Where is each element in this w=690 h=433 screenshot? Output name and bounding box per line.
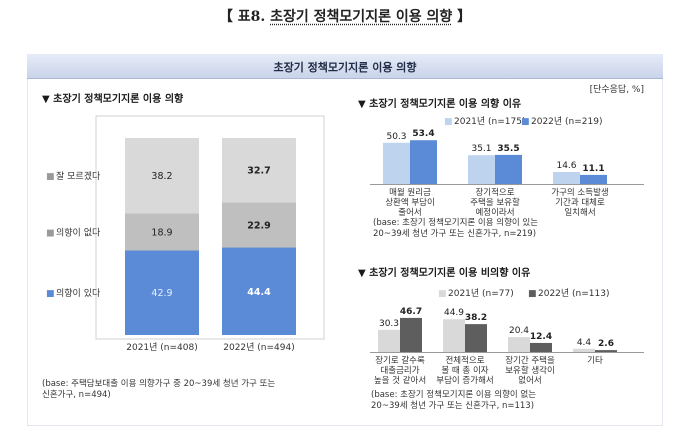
chart3-category-2-line-1: 전체적으로 xyxy=(445,355,484,366)
chart2-value-3-1: 14.6 xyxy=(556,161,576,171)
chart2-bar-2-1 xyxy=(468,155,495,184)
page-title-suffix: 】 xyxy=(452,9,472,25)
chart2-category-2-line-2: 주택을 보유할 xyxy=(470,197,520,208)
chart3-category-1-line-1: 장기로 갈수록 xyxy=(375,355,425,366)
chart1-bar-2-3 xyxy=(222,138,296,203)
chart2-legend-marker-1: ■ xyxy=(444,117,453,127)
chart3-base-note-line1: (base: 초장기 정책모기지론 이용 의향이 없는 xyxy=(371,389,536,400)
chart3-value-3-1: 20.4 xyxy=(509,326,529,336)
chart1-base-note-line1: (base: 주택담보대출 이용 의향가구 중 20~39세 청년 가구 또는 xyxy=(42,378,275,389)
chart1-legend-label-3: 잘 모르겠다 xyxy=(56,170,101,182)
chart1-value-2-3: 32.7 xyxy=(247,166,270,177)
chart2-value-3-2: 11.1 xyxy=(582,164,604,174)
chart3-category-3-line-3: 없어서 xyxy=(518,375,541,386)
chart3-category-4-line-1: 기타 xyxy=(587,356,603,366)
chart1-bar-1-1 xyxy=(125,250,199,335)
chart1-category-1: 2021년 (n=408) xyxy=(126,342,198,353)
chart2-bar-3-2 xyxy=(580,174,607,184)
unit-note: [단수응답, %] xyxy=(590,83,644,95)
chart2-category-3-line-3: 일치해서 xyxy=(564,208,595,218)
chart2-bar-2-2 xyxy=(495,154,522,184)
chart1-value-1-2: 18.9 xyxy=(151,227,172,238)
chart1-legend-marker-1: ■ xyxy=(46,289,55,299)
chart2-title: ▼ 초장기 정책모기지론 이용 의향 이유 xyxy=(358,97,521,110)
page-title-prefix: 【 표8. xyxy=(218,9,271,25)
chart3-bar-1-1 xyxy=(378,329,400,352)
chart3-category-3-line-1: 장기간 주택을 xyxy=(505,355,555,366)
chart2-base-note-line1: (base: 초장기 정책모기지론 이용 의향이 있는 xyxy=(373,217,538,228)
chart3-bar-2-1 xyxy=(443,319,465,352)
chart1-value-2-2: 22.9 xyxy=(247,220,270,231)
chart3-category-2-line-2: 볼 때 총 이자 xyxy=(441,365,488,376)
chart1-category-2: 2022년 (n=494) xyxy=(223,342,295,353)
chart1-title: ▼ 초장기 정책모기지론 이용 의향 xyxy=(42,92,184,105)
chart3-category-3-line-2: 보유할 생각이 xyxy=(505,365,555,376)
chart1-legend-label-2: 의향이 없다 xyxy=(56,226,101,238)
chart1-value-2-1: 44.4 xyxy=(247,287,271,298)
chart1-value-1-1: 42.9 xyxy=(151,288,172,299)
chart1-plot-frame xyxy=(95,115,325,340)
chart1-base-note-line2: 신혼가구, n=494) xyxy=(42,389,111,400)
chart2-bar-1-2 xyxy=(410,140,437,184)
chart2-bar-3-1 xyxy=(553,172,580,184)
chart2-category-1-line-2: 상환액 부담이 xyxy=(385,197,435,208)
chart2-value-2-2: 35.5 xyxy=(497,144,519,154)
chart3-category-1-line-2: 대출금리가 xyxy=(380,365,419,376)
chart2-category-2-line-3: 예정이라서 xyxy=(475,207,514,218)
chart3-bar-4-1 xyxy=(573,348,595,352)
chart3-value-1-1: 30.3 xyxy=(379,319,399,329)
chart3-base-note-line2: 20~39세 청년 가구 또는 신혼가구, n=113) xyxy=(371,400,534,411)
banner-title: 초장기 정책모기지론 이용 의향 xyxy=(273,61,417,74)
chart1-legend-label-1: 의향이 있다 xyxy=(56,287,101,299)
chart2-legend-marker-2: ■ xyxy=(521,117,530,127)
chart1-legend-marker-3: ■ xyxy=(46,172,55,182)
chart2-category-2-line-1: 장기적으로 xyxy=(475,187,514,198)
chart3-bar-3-2 xyxy=(530,342,552,352)
chart3-category-2-line-3: 부담이 증가해서 xyxy=(436,375,493,386)
chart1-bar-2-1 xyxy=(222,247,296,335)
chart2-base-note-line2: 20~39세 청년 가구 또는 신혼가구, n=219) xyxy=(373,228,536,239)
chart3-legend-marker-1: ■ xyxy=(438,289,447,299)
chart3-bar-4-2 xyxy=(595,350,617,352)
chart1-legend-marker-2: ■ xyxy=(46,228,55,238)
chart1-bar-2-2 xyxy=(222,202,296,248)
chart2-category-3-line-2: 기간과 대체로 xyxy=(555,197,605,208)
chart3-legend-label-1: 2021년 (n=77) xyxy=(448,288,514,299)
chart3-title: ▼ 초장기 정책모기지론 이용 비의향 이유 xyxy=(358,266,530,279)
chart2-category-1-line-3: 줄어서 xyxy=(398,207,421,218)
chart3-value-3-2: 12.4 xyxy=(530,332,552,342)
chart3-legend-marker-2: ■ xyxy=(528,289,537,299)
chart3-value-2-2: 38.2 xyxy=(465,313,487,323)
chart2-bar-1-1 xyxy=(383,142,410,184)
page-title: 【 표8. 초장기 정책모기지론 이용 의향 】 xyxy=(0,6,690,26)
chart1-bar-1-2 xyxy=(125,213,199,251)
chart3-value-2-1: 44.9 xyxy=(444,308,464,318)
figure-banner: 초장기 정책모기지론 이용 의향 xyxy=(27,54,663,79)
chart2-legend-label-2: 2022년 (n=219) xyxy=(531,116,603,127)
chart3-bar-1-2 xyxy=(400,317,422,352)
chart3-bar-2-2 xyxy=(465,324,487,352)
chart2-category-1-line-1: 매월 원리금 xyxy=(389,187,431,198)
chart3-value-1-2: 46.7 xyxy=(400,307,422,317)
chart3-value-4-2: 2.6 xyxy=(598,339,614,349)
chart3-category-1-line-3: 높을 것 같아서 xyxy=(374,375,426,386)
page-title-main: 초장기 정책모기지론 이용 의향 xyxy=(270,9,453,25)
chart2-category-3-line-1: 가구의 소득발생 xyxy=(551,187,608,198)
chart3-legend-label-2: 2022년 (n=113) xyxy=(538,288,610,299)
chart2-value-2-1: 35.1 xyxy=(471,144,491,154)
chart1-bar-1-3 xyxy=(125,138,199,214)
chart1-value-1-3: 38.2 xyxy=(151,171,172,182)
chart3-value-4-1: 4.4 xyxy=(577,338,592,348)
chart2-legend-label-1: 2021년 (n=175) xyxy=(454,116,526,127)
chart2-value-1-2: 53.4 xyxy=(412,129,434,139)
chart3-bar-3-1 xyxy=(508,337,530,352)
chart2-value-1-1: 50.3 xyxy=(386,132,406,142)
